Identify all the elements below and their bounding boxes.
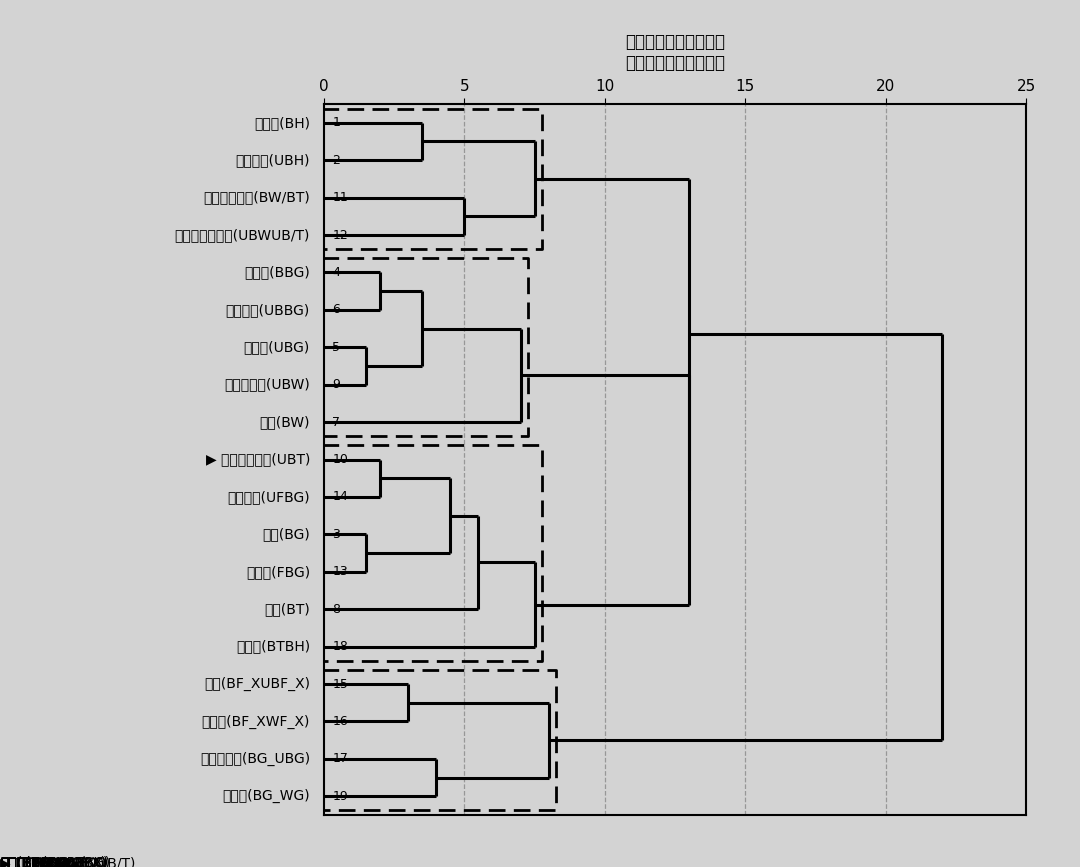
Text: 下胸围横矢径比(UBWUB/T): 下胸围横矢径比(UBWUB/T) [0, 856, 136, 867]
Text: 乳间距(BTBH): 乳间距(BTBH) [235, 640, 310, 654]
Text: 16: 16 [333, 715, 348, 728]
Text: 7: 7 [333, 415, 340, 428]
Text: 后下胸围(UBBG): 后下胸围(UBBG) [0, 856, 84, 867]
Text: 1: 1 [333, 116, 340, 129]
Text: 乳深(BF_XUBF_X): 乳深(BF_XUBF_X) [204, 677, 310, 691]
Text: 胸腰差(BG_WG): 胸腰差(BG_WG) [222, 789, 310, 804]
Text: 胸厚(BT): 胸厚(BT) [0, 856, 46, 867]
Text: 11: 11 [333, 191, 348, 204]
Text: 下胸围横长(UBW): 下胸围横长(UBW) [0, 856, 86, 867]
Text: 17: 17 [333, 753, 348, 766]
Text: 胸宽(BW): 胸宽(BW) [0, 856, 51, 867]
Text: 后下胸围(UBBG): 后下胸围(UBBG) [226, 303, 310, 316]
Text: 19: 19 [333, 790, 348, 803]
Title: 使用完整联接的树状图
重新调整距离聚类合并: 使用完整联接的树状图 重新调整距离聚类合并 [625, 33, 725, 71]
Text: 14: 14 [333, 491, 348, 504]
Text: 胸围(BG): 胸围(BG) [0, 856, 48, 867]
Text: 胸厚(BT): 胸厚(BT) [265, 603, 310, 616]
Text: 下胸围横矢径比(UBWUB/T): 下胸围横矢径比(UBWUB/T) [175, 228, 310, 242]
Text: 前胸围(FBG): 前胸围(FBG) [246, 564, 310, 579]
Text: 3: 3 [333, 528, 340, 541]
Text: 前胸下围(UFBG): 前胸下围(UFBG) [0, 856, 83, 867]
Text: 13: 13 [333, 565, 348, 578]
Text: 10: 10 [333, 453, 348, 466]
Text: 5: 5 [333, 341, 340, 354]
Text: 9: 9 [333, 378, 340, 391]
Text: 后胸围(BBG): 后胸围(BBG) [0, 856, 66, 867]
Text: ▶ 下胸围矢径长(UBT): ▶ 下胸围矢径长(UBT) [205, 453, 310, 466]
Text: 前胸下围(UFBG): 前胸下围(UFBG) [227, 490, 310, 504]
Text: 胸围高(BH): 胸围高(BH) [254, 116, 310, 130]
Text: 下胸围高(UBH): 下胸围高(UBH) [235, 153, 310, 167]
Text: 胸围高(BH): 胸围高(BH) [0, 856, 56, 867]
Text: 乳深(BF_XUBF_X): 乳深(BF_XUBF_X) [0, 856, 106, 867]
Text: 2: 2 [333, 153, 340, 166]
Text: 上下胸围差(BG_UBG): 上下胸围差(BG_UBG) [0, 856, 110, 867]
Text: 乳间距(BTBH): 乳间距(BTBH) [0, 856, 75, 867]
Text: 上下胸围差(BG_UBG): 上下胸围差(BG_UBG) [200, 752, 310, 766]
Text: 下胸围高(UBH): 下胸围高(UBH) [0, 856, 75, 867]
Text: 胸围(BG): 胸围(BG) [262, 527, 310, 541]
Text: 下胸围横长(UBW): 下胸围横长(UBW) [225, 378, 310, 392]
Text: 12: 12 [333, 229, 348, 242]
Text: 胸腰差(BG_WG): 胸腰差(BG_WG) [0, 856, 87, 867]
Text: 胸宽(BW): 胸宽(BW) [259, 415, 310, 429]
Text: 前胸围(FBG): 前胸围(FBG) [0, 856, 65, 867]
Text: 4: 4 [333, 266, 340, 279]
Text: 下胸围(UBG): 下胸围(UBG) [244, 340, 310, 355]
Text: 18: 18 [333, 640, 348, 653]
Text: 后胸围(BBG): 后胸围(BBG) [244, 265, 310, 279]
Text: 胸围横矢径比(BW/BT): 胸围横矢径比(BW/BT) [0, 856, 107, 867]
Text: 6: 6 [333, 303, 340, 316]
Text: 胸凸量(BF_XWF_X): 胸凸量(BF_XWF_X) [0, 856, 109, 867]
Text: 胸凸量(BF_XWF_X): 胸凸量(BF_XWF_X) [202, 714, 310, 728]
Text: ▶ 下胸围矢径长(UBT): ▶ 下胸围矢径长(UBT) [0, 856, 105, 867]
Text: 下胸围(UBG): 下胸围(UBG) [0, 856, 67, 867]
Text: 15: 15 [333, 677, 348, 690]
Text: 胸围横矢径比(BW/BT): 胸围横矢径比(BW/BT) [203, 191, 310, 205]
Text: 8: 8 [333, 603, 340, 616]
